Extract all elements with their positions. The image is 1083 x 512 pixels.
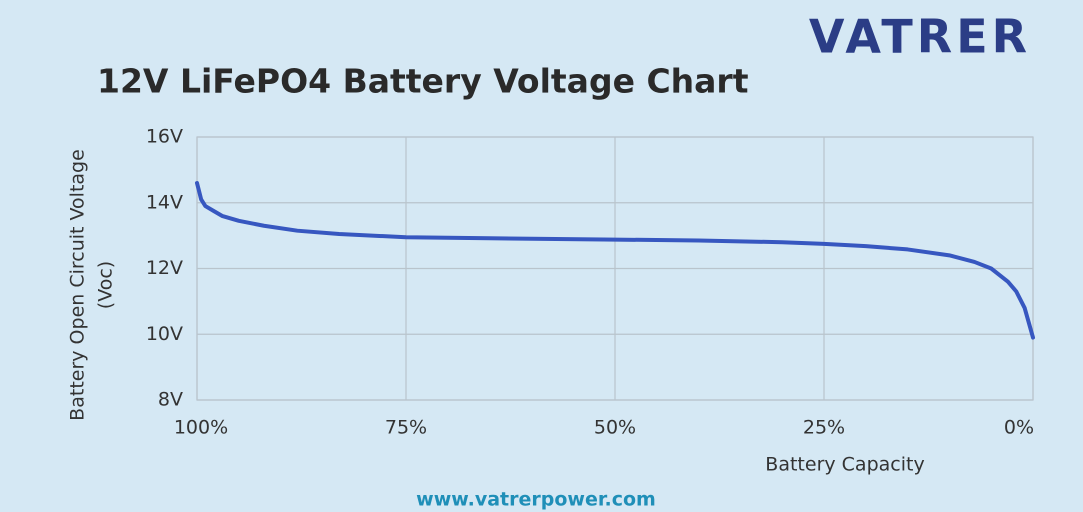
y-tick-label: 12V (146, 257, 183, 279)
y-tick-label: 14V (146, 191, 183, 213)
website: www.vatrerpower.com (416, 489, 656, 511)
y-axis-title: (Voc) (95, 261, 117, 309)
chart-title: 12V LiFePO4 Battery Voltage Chart (97, 62, 749, 101)
x-tick-label: 50% (594, 417, 636, 439)
y-tick-label: 16V (146, 126, 183, 148)
x-tick-label: 75% (385, 417, 427, 439)
x-axis-title: Battery Capacity (765, 454, 924, 476)
y-tick-label: 10V (146, 323, 183, 345)
y-axis-title: Battery Open Circuit Voltage (67, 149, 89, 421)
x-tick-label: 0% (1004, 417, 1034, 439)
logo: VATRER (809, 10, 1031, 64)
y-tick-label: 8V (158, 389, 183, 411)
x-tick-label: 100% (174, 417, 228, 439)
x-tick-label: 25% (803, 417, 845, 439)
line-series (195, 181, 1035, 340)
